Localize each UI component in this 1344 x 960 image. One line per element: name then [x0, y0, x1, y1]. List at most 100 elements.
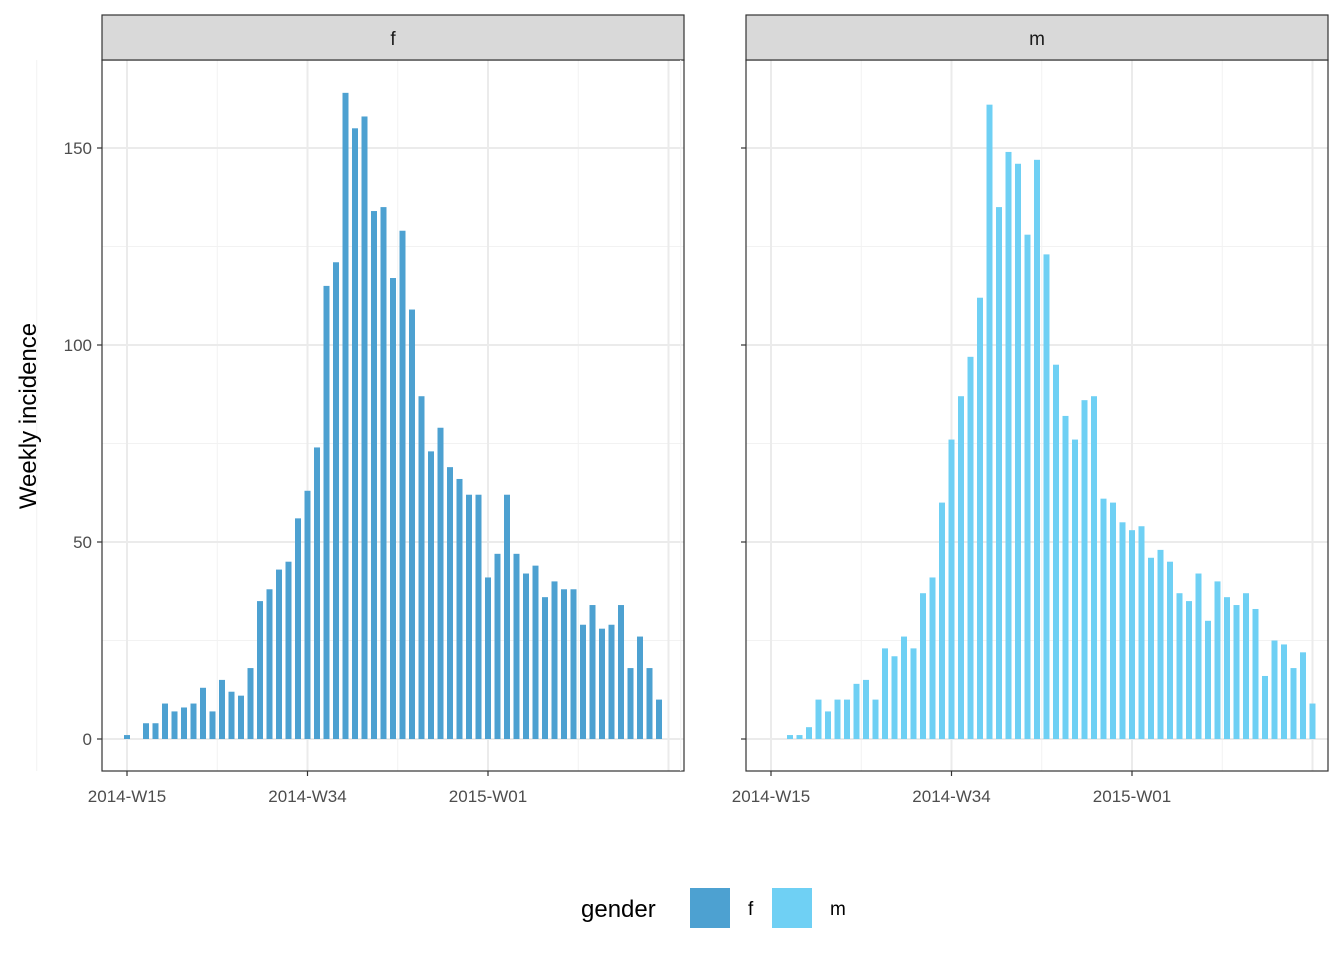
bar-m-week-35	[1100, 498, 1107, 739]
bar-f-week-21	[323, 285, 330, 739]
bar-m-week-24	[996, 207, 1002, 740]
bar-f-week-52	[618, 605, 624, 739]
bar-f-week-34	[447, 467, 453, 739]
bar-f-week-56	[656, 699, 662, 739]
bar-m-week-19	[948, 439, 955, 739]
bar-f-week-53	[627, 668, 634, 739]
bar-m-week-57	[1309, 703, 1316, 739]
bar-f-week-30	[409, 309, 415, 739]
bar-m-week-37	[1119, 522, 1126, 739]
bar-m-week-9	[853, 683, 860, 739]
bar-m-week-26	[1015, 163, 1021, 739]
bar-m-week-40	[1148, 557, 1154, 739]
bar-m-week-6	[825, 711, 831, 739]
bar-m-week-2	[787, 735, 793, 739]
bar-f-week-7	[190, 703, 197, 739]
y-tick-label: 100	[64, 336, 92, 355]
bar-f-week-50	[599, 628, 605, 739]
bar-f-week-32	[428, 451, 434, 739]
bar-f-week-12	[238, 695, 244, 739]
x-tick-label: 2015-W01	[449, 787, 527, 806]
bar-m-week-53	[1271, 640, 1278, 739]
legend-title: gender	[581, 896, 656, 923]
bar-m-week-44	[1186, 601, 1192, 739]
legend-key-f	[690, 888, 730, 928]
bar-f-week-47	[570, 589, 577, 739]
bar-f-week-4	[162, 703, 168, 739]
y-tick-label: 0	[83, 730, 92, 749]
x-tick-label: 2015-W01	[1093, 787, 1171, 806]
bar-f-week-39	[494, 553, 501, 739]
bar-f-week-40	[504, 494, 510, 739]
bar-m-week-30	[1053, 364, 1059, 739]
bar-f-week-33	[437, 427, 444, 739]
bar-f-week-17	[285, 561, 292, 739]
bar-f-week-48	[580, 624, 586, 739]
bar-f-week-6	[181, 707, 187, 739]
bar-m-week-47	[1214, 581, 1221, 739]
x-tick-label: 2014-W34	[268, 787, 346, 806]
x-tick-label: 2014-W34	[912, 787, 990, 806]
bar-m-week-16	[920, 593, 926, 739]
bar-f-week-49	[589, 605, 596, 739]
bar-f-week-54	[637, 636, 643, 739]
y-tick-label: 50	[73, 533, 92, 552]
bar-f-week-23	[342, 92, 349, 740]
bar-f-week-18	[295, 518, 301, 739]
bar-f-week-0	[124, 735, 130, 739]
panel-f: f 0 50 100 150 2014-W15 2014-W34 2015-W01	[36, 14, 685, 806]
bar-f-week-36	[466, 494, 472, 739]
bar-m-week-3	[796, 735, 803, 739]
bar-m-week-12	[882, 648, 888, 739]
bar-f-week-46	[561, 589, 567, 739]
bar-m-week-52	[1262, 675, 1268, 739]
bar-m-week-50	[1243, 593, 1249, 739]
bar-m-week-20	[958, 396, 964, 739]
y-axis-title: Weekly incidence	[15, 323, 42, 509]
bar-m-week-48	[1224, 597, 1230, 739]
bar-m-week-46	[1205, 620, 1211, 739]
bar-f-week-14	[257, 601, 263, 739]
bar-m-week-33	[1081, 400, 1088, 739]
bar-m-week-10	[863, 679, 869, 739]
bar-f-week-43	[532, 565, 539, 739]
bar-f-week-20	[314, 447, 320, 739]
bar-f-week-37	[475, 494, 482, 739]
bar-m-week-23	[986, 104, 993, 739]
bar-f-week-55	[646, 668, 653, 739]
facet-strip-label: f	[390, 29, 396, 50]
bar-m-week-17	[929, 577, 936, 739]
bar-f-week-26	[371, 211, 377, 740]
bar-m-week-5	[815, 699, 822, 739]
bar-m-week-36	[1110, 502, 1116, 739]
bar-m-week-55	[1290, 668, 1297, 739]
bar-m-week-39	[1138, 526, 1145, 739]
bar-f-week-15	[266, 589, 273, 739]
bar-m-week-22	[977, 297, 983, 739]
panel-m: m 2014-W15 2014-W34 2015-W01	[680, 14, 1329, 806]
bar-f-week-2	[143, 723, 149, 739]
bar-f-week-9	[209, 711, 216, 739]
bar-m-week-49	[1233, 605, 1240, 739]
bar-m-week-18	[939, 502, 945, 739]
bar-m-week-43	[1176, 593, 1183, 739]
bar-m-week-15	[910, 648, 917, 739]
bar-m-week-51	[1252, 608, 1259, 739]
bar-m-week-34	[1091, 396, 1097, 739]
x-tick-label: 2014-W15	[88, 787, 166, 806]
bar-f-week-22	[333, 262, 339, 739]
bar-f-week-5	[171, 711, 178, 739]
bar-f-week-51	[608, 624, 615, 739]
bar-f-week-10	[219, 679, 225, 739]
y-tick-label: 150	[64, 139, 92, 158]
bar-f-week-45	[551, 581, 558, 739]
bar-f-week-41	[513, 553, 520, 739]
bar-m-week-27	[1024, 234, 1031, 739]
bar-f-week-3	[152, 723, 159, 739]
bar-f-week-16	[276, 569, 282, 739]
bar-m-week-45	[1195, 573, 1202, 739]
bar-m-week-32	[1072, 439, 1078, 739]
bar-m-week-11	[872, 699, 879, 739]
bar-m-week-29	[1043, 254, 1050, 739]
